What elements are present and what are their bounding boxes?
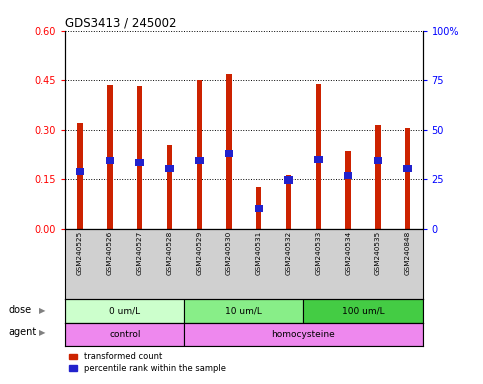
Bar [77,122,83,229]
Text: GSM240531: GSM240531 [256,231,262,275]
Text: GSM240530: GSM240530 [226,231,232,275]
Text: ▶: ▶ [39,328,45,337]
Text: dose: dose [9,305,32,315]
Text: 0 um/L: 0 um/L [109,307,141,316]
Bar [345,151,351,229]
Bar [165,165,174,172]
Bar [65,323,185,346]
Legend: transformed count, percentile rank within the sample: transformed count, percentile rank withi… [70,353,226,373]
Bar [375,125,381,229]
Text: GSM240529: GSM240529 [196,231,202,275]
Bar [135,159,144,166]
Bar [137,86,142,229]
Bar [286,175,291,229]
Bar [255,205,263,212]
Bar [65,299,185,323]
Bar [374,157,382,164]
Text: GSM240526: GSM240526 [107,231,113,275]
Bar [256,187,261,229]
Bar [185,323,423,346]
Text: GSM240848: GSM240848 [405,231,411,275]
Bar [197,80,202,229]
Text: GSM240533: GSM240533 [315,231,321,275]
Bar [316,84,321,229]
Text: GSM240527: GSM240527 [137,231,142,275]
Bar [225,150,233,157]
Text: GSM240534: GSM240534 [345,231,351,275]
Text: ▶: ▶ [39,306,45,315]
Text: GSM240535: GSM240535 [375,231,381,275]
Bar [106,157,114,164]
Bar [76,168,85,175]
Bar [227,74,232,229]
Text: control: control [109,330,141,339]
Bar [167,145,172,229]
Bar [303,299,423,323]
Text: 10 um/L: 10 um/L [226,307,262,316]
Text: GDS3413 / 245002: GDS3413 / 245002 [65,17,177,30]
Text: GSM240525: GSM240525 [77,231,83,275]
Text: 100 um/L: 100 um/L [342,307,384,316]
Bar [185,299,303,323]
Text: GSM240528: GSM240528 [167,231,172,275]
Text: agent: agent [9,327,37,337]
Bar [344,172,353,179]
Bar [314,156,323,163]
Bar [403,165,412,172]
Bar [405,128,411,229]
Bar [195,157,203,164]
Text: homocysteine: homocysteine [271,330,335,339]
Bar [284,176,293,184]
Bar [107,85,113,229]
Text: GSM240532: GSM240532 [285,231,292,275]
